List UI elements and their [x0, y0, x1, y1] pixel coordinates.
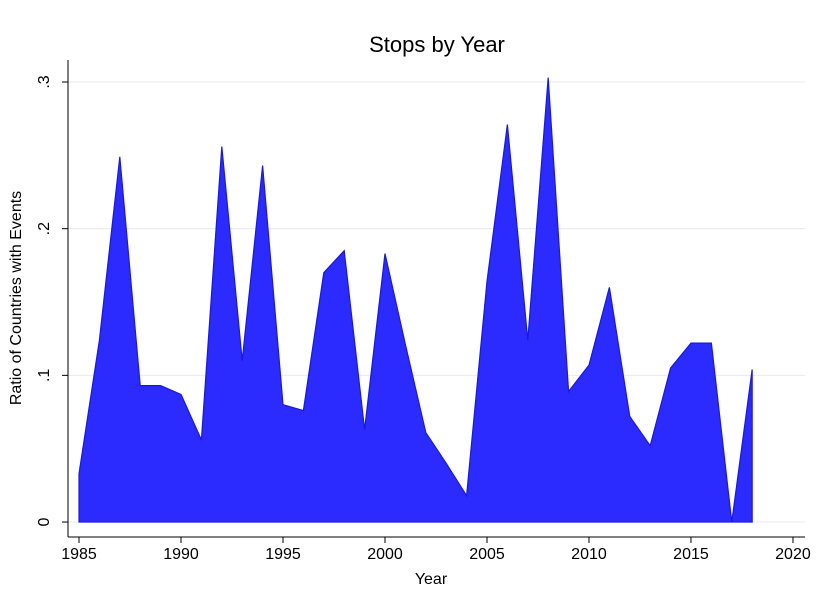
y-tick-label: .3 — [36, 75, 53, 88]
y-tick-label: .1 — [36, 369, 53, 382]
y-axis-label: Ratio of Countries with Events — [8, 191, 25, 405]
x-axis-label: Year — [415, 571, 448, 588]
x-tick-label: 1990 — [163, 546, 199, 563]
x-tick-label: 2005 — [469, 546, 505, 563]
y-tick-label: 0 — [36, 517, 53, 526]
x-tick-label: 1985 — [61, 546, 97, 563]
y-tick-label: .2 — [36, 222, 53, 235]
x-tick-label: 2010 — [571, 546, 607, 563]
x-tick-label: 2015 — [673, 546, 709, 563]
x-tick-label: 2000 — [367, 546, 403, 563]
chart-title: Stops by Year — [369, 32, 505, 57]
x-tick-label: 1995 — [265, 546, 301, 563]
x-tick-label: 2020 — [775, 546, 811, 563]
area — [78, 77, 753, 523]
